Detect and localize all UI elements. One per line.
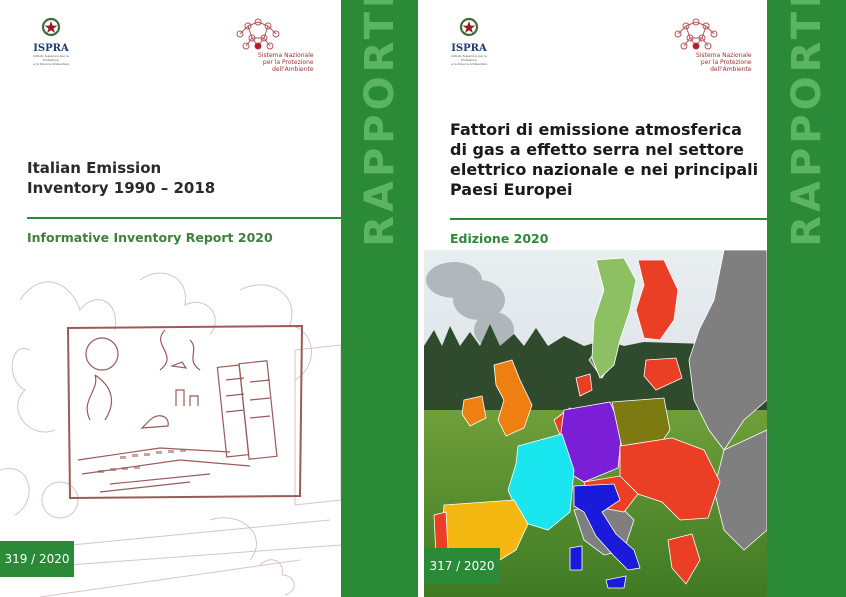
report-number-badge: 319 / 2020 <box>0 541 74 577</box>
cover-iir-2020: ISPRA Istituto Superiore per la Protezio… <box>0 0 418 597</box>
network-hexagon-icon <box>674 18 718 50</box>
report-title-line2: di gas a effetto serra nel settore <box>450 140 744 159</box>
report-subtitle: Informative Inventory Report 2020 <box>27 230 273 245</box>
pollution-sketch-illustration <box>0 272 341 597</box>
title-divider <box>450 218 767 220</box>
cover-separator <box>418 0 424 597</box>
report-title-line1: Fattori di emissione atmosferica <box>450 120 742 139</box>
report-title-line1: Italian Emission <box>27 159 162 177</box>
rapporti-band: RAPPORTI <box>341 0 418 597</box>
snpa-logo: Sistema Nazionale per la Protezione dell… <box>232 16 322 73</box>
report-number-badge: 317 / 2020 <box>424 548 500 584</box>
cover-emission-factors-2020: ISPRA Istituto Superiore per la Protezio… <box>424 0 846 597</box>
snpa-logo: Sistema Nazionale per la Protezione dell… <box>670 16 760 73</box>
report-title: Fattori di emissione atmosferica di gas … <box>450 120 770 200</box>
italian-emblem-icon <box>41 17 61 37</box>
report-edition: Edizione 2020 <box>450 231 549 246</box>
ispra-logo-name: ISPRA <box>451 43 487 54</box>
report-title: Italian Emission Inventory 1990 – 2018 <box>27 158 215 198</box>
snpa-logo-text: Sistema Nazionale per la Protezione dell… <box>258 52 314 73</box>
title-divider <box>27 217 341 219</box>
italian-emblem-icon <box>459 17 479 37</box>
europe-map-photo <box>424 250 767 597</box>
ispra-logo-subtitle: Istituto Superiore per la Protezione e l… <box>451 54 487 66</box>
rapporti-label: RAPPORTI <box>356 0 403 247</box>
ispra-logo-name: ISPRA <box>33 43 69 54</box>
report-title-line3: elettrico nazionale e nei principali <box>450 160 759 179</box>
ispra-logo-subtitle: Istituto Superiore per la Protezione e l… <box>33 54 69 66</box>
snpa-logo-text: Sistema Nazionale per la Protezione dell… <box>696 52 752 73</box>
ispra-logo: ISPRA Istituto Superiore per la Protezio… <box>26 16 76 66</box>
ispra-logo: ISPRA Istituto Superiore per la Protezio… <box>444 16 494 66</box>
rapporti-label: RAPPORTI <box>783 0 830 247</box>
report-title-line4: Paesi Europei <box>450 180 573 199</box>
report-title-line2: Inventory 1990 – 2018 <box>27 179 216 197</box>
rapporti-band: RAPPORTI <box>767 0 846 597</box>
network-hexagon-icon <box>236 18 280 50</box>
